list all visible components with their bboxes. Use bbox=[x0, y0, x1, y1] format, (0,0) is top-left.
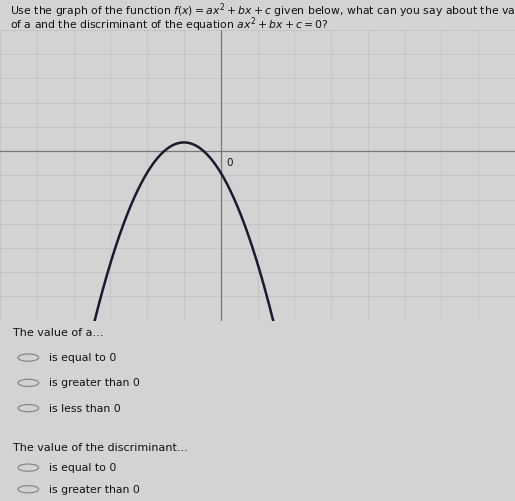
Text: is less than 0: is less than 0 bbox=[49, 404, 121, 414]
Text: is equal to 0: is equal to 0 bbox=[49, 353, 116, 363]
Text: is greater than 0: is greater than 0 bbox=[49, 485, 140, 495]
Text: is greater than 0: is greater than 0 bbox=[49, 378, 140, 388]
Text: Use the graph of the function $f(x) = ax^2 + bx + c$ given below, what can you s: Use the graph of the function $f(x) = ax… bbox=[10, 1, 515, 20]
Text: The value of a...: The value of a... bbox=[13, 328, 103, 338]
Text: 0: 0 bbox=[227, 158, 233, 168]
Text: The value of the discriminant...: The value of the discriminant... bbox=[13, 443, 187, 453]
Text: of a and the discriminant of the equation $ax^2 + bx + c = 0$?: of a and the discriminant of the equatio… bbox=[10, 15, 329, 34]
Text: is equal to 0: is equal to 0 bbox=[49, 463, 116, 473]
